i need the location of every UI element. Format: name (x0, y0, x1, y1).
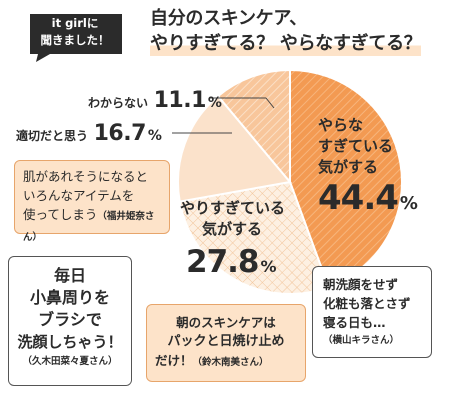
comment-4-line2: パックと日焼け止め (167, 334, 285, 349)
comment-2-line2: 化粧も落とさず (323, 296, 411, 311)
slice-pct-yarisugi: 27.8% (186, 244, 277, 280)
comment-3-name: （久木田菜々夏さん） (22, 356, 118, 367)
slice-label-yaranasugi: やらな すぎている 気がする (318, 115, 393, 178)
page-title: 自分のスキンケア、 やりすぎてる？ やらなすぎてる？ (150, 6, 422, 56)
comment-bubble-1: 肌があれそうになると いろんなアイテムを 使ってしまう（福井姫奈さん） (14, 160, 170, 243)
yaranasugi-line1: やらな (318, 116, 364, 134)
yarisugi-unit: % (260, 257, 277, 276)
comment-3-line2: 小鼻周りを (29, 288, 110, 307)
comment-bubble-3: 毎日 小鼻周りを ブラシで 洗顔しちゃう！ （久木田菜々夏さん） (8, 256, 132, 386)
yarisugi-pct: 27.8 (186, 244, 259, 280)
pie-slice-yarisugi (178, 180, 330, 295)
slice-label-wakaranai: わからない 11.1% (88, 88, 222, 113)
yaranasugi-line3: 気がする (318, 158, 379, 176)
badge-line2: 聞きました！ (40, 33, 110, 47)
comment-2-line3: 寝る日も… (323, 315, 386, 330)
wakaranai-text: わからない (88, 96, 149, 110)
comment-1-line2: いろんなアイテムを (23, 188, 135, 203)
speech-badge (30, 14, 122, 62)
title-line2: やりすぎてる？ やらなすぎてる？ (150, 31, 422, 56)
comment-3-line3: ブラシで (38, 310, 102, 329)
comment-2-line1: 朝洗顔をせず (323, 277, 399, 292)
yaranasugi-unit: % (399, 193, 418, 214)
tekisetsu-pct: 16.7 (93, 121, 147, 146)
comment-1-name: （福井姫奈さん） (23, 211, 155, 243)
comment-2-name: （横山キラさん） (323, 335, 400, 346)
yarisugi-line2: 気がする (202, 220, 263, 238)
badge-line1: it girlに (51, 16, 99, 30)
slice-label-yarisugi: やりすぎている 気がする (180, 198, 285, 240)
yaranasugi-line2: すぎている (318, 137, 394, 155)
leader-line-wakaranai-2 (265, 97, 275, 109)
comment-3-line4: 洗顔しちゃう！ (17, 333, 123, 351)
slice-pct-yaranasugi: 44.4% (318, 178, 418, 218)
tekisetsu-text: 適切だと思う (16, 129, 89, 143)
tekisetsu-unit: % (147, 128, 162, 144)
comment-bubble-2: 朝洗顔をせず 化粧も落とさず 寝る日も… （横山キラさん） (312, 266, 432, 358)
comment-1-line1: 肌があれそうになると (23, 169, 149, 184)
comment-1-line3: 使ってしまう (23, 207, 98, 222)
yarisugi-line1: やりすぎている (180, 199, 286, 217)
title-line1: 自分のスキンケア、 (150, 8, 307, 29)
badge-label: it girlに 聞きました！ (30, 15, 120, 49)
slice-label-tekisetsu: 適切だと思う 16.7% (16, 121, 162, 146)
comment-3-line1: 毎日 (53, 266, 86, 285)
wakaranai-pct: 11.1 (153, 88, 207, 113)
comment-4-line3: だけ！ (155, 353, 193, 368)
comment-bubble-4: 朝のスキンケアは パックと日焼け止め だけ！（鈴木南美さん） (146, 304, 306, 382)
comment-4-name: （鈴木南美さん） (192, 357, 269, 368)
pie-slice-tekisetsu (177, 94, 292, 203)
wakaranai-unit: % (207, 95, 222, 111)
comment-4-line1: 朝のスキンケアは (176, 315, 276, 330)
yaranasugi-pct: 44.4 (318, 178, 399, 218)
